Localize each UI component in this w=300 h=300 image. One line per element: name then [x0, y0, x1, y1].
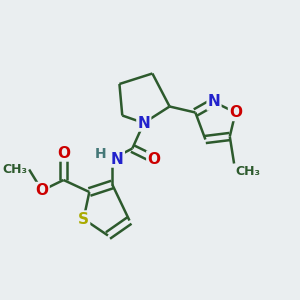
- Text: S: S: [78, 212, 89, 226]
- Text: O: O: [57, 146, 70, 160]
- Text: O: O: [147, 152, 160, 166]
- Text: H: H: [95, 148, 106, 161]
- Text: N: N: [111, 152, 124, 166]
- Text: CH₃: CH₃: [3, 163, 28, 176]
- Text: CH₃: CH₃: [236, 165, 260, 178]
- Text: N: N: [208, 94, 220, 110]
- Text: N: N: [137, 116, 150, 130]
- Text: O: O: [35, 183, 49, 198]
- Text: O: O: [229, 105, 242, 120]
